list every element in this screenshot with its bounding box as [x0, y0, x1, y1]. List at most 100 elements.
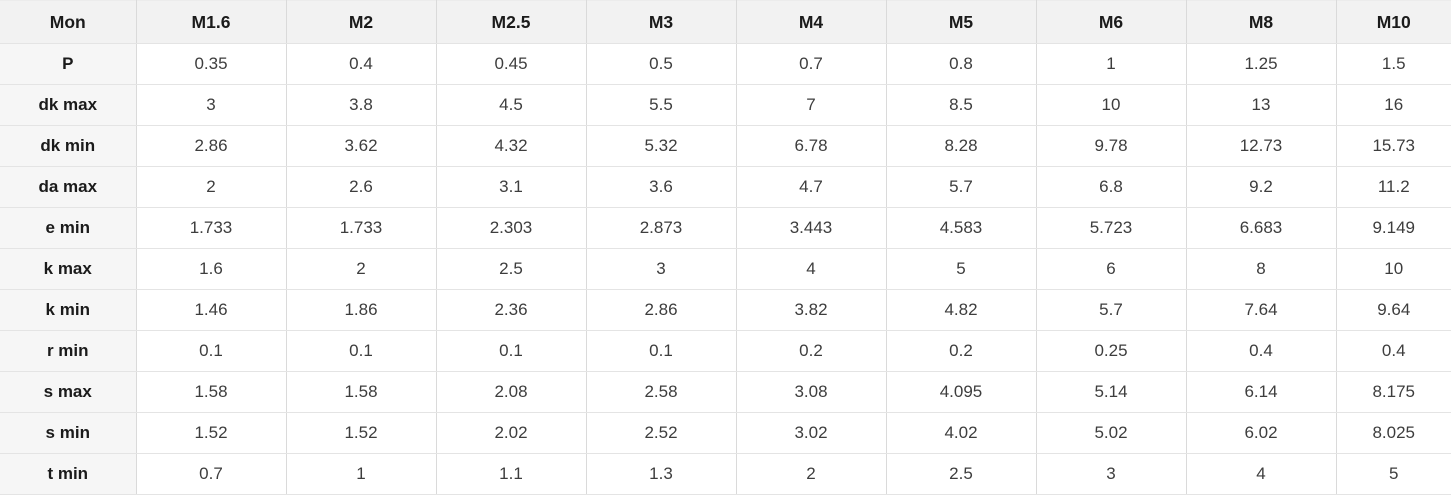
- corner-header: Mon: [0, 0, 137, 44]
- table-cell: 5.02: [1035, 412, 1187, 454]
- table-cell: 2.02: [435, 412, 587, 454]
- table-cell: 13: [1185, 84, 1337, 126]
- table-cell: 4.095: [885, 371, 1037, 413]
- row-label: s max: [0, 371, 137, 413]
- table-cell: 7.64: [1185, 289, 1337, 331]
- table-cell: 2: [735, 453, 887, 495]
- table-cell: 6.8: [1035, 166, 1187, 208]
- table-cell: 8.175: [1335, 371, 1451, 413]
- column-header: M3: [585, 0, 737, 44]
- row-label: k min: [0, 289, 137, 331]
- table-cell: 1.52: [285, 412, 437, 454]
- table-cell: 6: [1035, 248, 1187, 290]
- table-cell: 4.583: [885, 207, 1037, 249]
- table-cell: 0.5: [585, 43, 737, 85]
- table-cell: 1.6: [135, 248, 287, 290]
- table-cell: 3.1: [435, 166, 587, 208]
- table-cell: 4.02: [885, 412, 1037, 454]
- table-cell: 8.28: [885, 125, 1037, 167]
- table-cell: 5: [1335, 453, 1451, 495]
- table-cell: 9.78: [1035, 125, 1187, 167]
- table-cell: 5.723: [1035, 207, 1187, 249]
- table-cell: 3.8: [285, 84, 437, 126]
- table-cell: 6.683: [1185, 207, 1337, 249]
- table-cell: 0.45: [435, 43, 587, 85]
- table-cell: 0.2: [885, 330, 1037, 372]
- table-row: s min 1.52 1.52 2.02 2.52 3.02 4.02 5.02 6.02 8.0…: [0, 412, 1451, 454]
- table-cell: 2.36: [435, 289, 587, 331]
- table-cell: 10: [1035, 84, 1187, 126]
- table-row: P 0.35 0.4 0.45 0.5 0.7 0.8 1 1.25 1.5: [0, 43, 1451, 85]
- table-cell: 0.1: [435, 330, 587, 372]
- table-cell: 8.5: [885, 84, 1037, 126]
- row-label: t min: [0, 453, 137, 495]
- table-cell: 5.14: [1035, 371, 1187, 413]
- column-header: M4: [735, 0, 887, 44]
- table-cell: 1.58: [285, 371, 437, 413]
- table-cell: 3.02: [735, 412, 887, 454]
- table-cell: 1: [1035, 43, 1187, 85]
- table-cell: 5.7: [885, 166, 1037, 208]
- header-row: Mon M1.6 M2 M2.5 M3 M4 M5 M6 M8 M10: [0, 0, 1451, 44]
- table-cell: 9.149: [1335, 207, 1451, 249]
- table-row: e min 1.733 1.733 2.303 2.873 3.443 4.583 5.723…: [0, 207, 1451, 249]
- table-cell: 3.82: [735, 289, 887, 331]
- table-cell: 0.1: [135, 330, 287, 372]
- column-header: M8: [1185, 0, 1337, 44]
- table-cell: 0.8: [885, 43, 1037, 85]
- table-row: k max 1.6 2 2.5 3 4 5 6 8 10: [0, 248, 1451, 290]
- table-header: Mon M1.6 M2 M2.5 M3 M4 M5 M6 M8 M10: [0, 0, 1451, 44]
- column-header: M10: [1335, 0, 1451, 44]
- table-cell: 3: [1035, 453, 1187, 495]
- table-cell: 1.86: [285, 289, 437, 331]
- table-cell: 2.5: [885, 453, 1037, 495]
- table-cell: 4.7: [735, 166, 887, 208]
- table-cell: 5.7: [1035, 289, 1187, 331]
- table-cell: 5.5: [585, 84, 737, 126]
- table-cell: 1.733: [135, 207, 287, 249]
- table-cell: 11.2: [1335, 166, 1451, 208]
- column-header: M6: [1035, 0, 1187, 44]
- table-cell: 2.873: [585, 207, 737, 249]
- table-cell: 3.6: [585, 166, 737, 208]
- table-row: k min 1.46 1.86 2.36 2.86 3.82 4.82 5.7 7.64 9.64: [0, 289, 1451, 331]
- column-header: M1.6: [135, 0, 287, 44]
- table-cell: 6.14: [1185, 371, 1337, 413]
- table-cell: 4.32: [435, 125, 587, 167]
- table-cell: 0.25: [1035, 330, 1187, 372]
- table-row: da max 2 2.6 3.1 3.6 4.7 5.7 6.8 9.2 11.2: [0, 166, 1451, 208]
- column-header: M2.5: [435, 0, 587, 44]
- table-cell: 2.5: [435, 248, 587, 290]
- table-cell: 0.1: [585, 330, 737, 372]
- table-cell: 0.2: [735, 330, 887, 372]
- table-row: dk max 3 3.8 4.5 5.5 7 8.5 10 13 16: [0, 84, 1451, 126]
- table-row: t min 0.7 1 1.1 1.3 2 2.5 3 4 5: [0, 453, 1451, 495]
- table-cell: 2.58: [585, 371, 737, 413]
- table-body: P 0.35 0.4 0.45 0.5 0.7 0.8 1 1.25 1.5 dk max 3 3.8 4…: [0, 43, 1451, 495]
- table-cell: 3: [135, 84, 287, 126]
- table-cell: 0.4: [1335, 330, 1451, 372]
- table-cell: 9.64: [1335, 289, 1451, 331]
- table-cell: 2.86: [585, 289, 737, 331]
- table-cell: 8: [1185, 248, 1337, 290]
- table-cell: 3.62: [285, 125, 437, 167]
- table-cell: 1.58: [135, 371, 287, 413]
- table-cell: 1.1: [435, 453, 587, 495]
- table-cell: 2.52: [585, 412, 737, 454]
- table-cell: 10: [1335, 248, 1451, 290]
- table-row: r min 0.1 0.1 0.1 0.1 0.2 0.2 0.25 0.4 0.4: [0, 330, 1451, 372]
- column-header: M2: [285, 0, 437, 44]
- table-cell: 2.86: [135, 125, 287, 167]
- table-cell: 4: [1185, 453, 1337, 495]
- table-cell: 3.443: [735, 207, 887, 249]
- table-cell: 1.733: [285, 207, 437, 249]
- row-label: e min: [0, 207, 137, 249]
- table-cell: 2: [135, 166, 287, 208]
- table-row: s max 1.58 1.58 2.08 2.58 3.08 4.095 5.14 6.14 8.…: [0, 371, 1451, 413]
- table-cell: 7: [735, 84, 887, 126]
- table-cell: 6.78: [735, 125, 887, 167]
- table-cell: 1.25: [1185, 43, 1337, 85]
- table-cell: 0.4: [1185, 330, 1337, 372]
- table-cell: 2.6: [285, 166, 437, 208]
